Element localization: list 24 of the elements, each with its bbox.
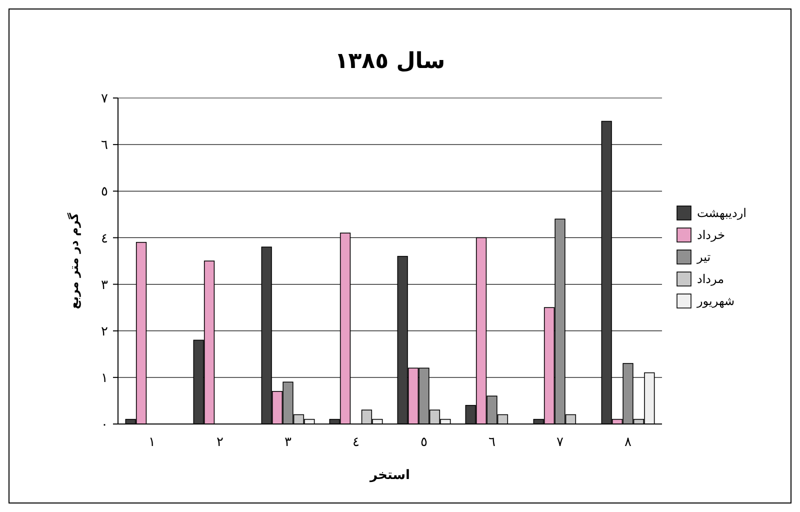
y-tick-label: ٧	[101, 92, 108, 107]
x-tick-label: ٥	[420, 435, 428, 450]
x-tick-label: ٣	[284, 435, 292, 450]
y-tick-label: ٢	[101, 324, 108, 340]
y-tick-label: ٥	[101, 184, 108, 200]
y-axis-title: گرم در متر مربع	[67, 212, 81, 310]
chart-title: سال ١٣٨٥	[334, 49, 446, 74]
x-tick-label: ١	[148, 435, 156, 450]
x-tick-label: ٨	[624, 435, 632, 450]
x-tick-label: ٤	[352, 435, 360, 450]
x-tick-label: ٦	[488, 435, 496, 450]
y-tick-label: ٣	[101, 278, 108, 293]
legend-label: تیر	[696, 250, 711, 264]
y-tick-label: ٤	[101, 231, 108, 246]
y-tick-label: ٦	[101, 138, 108, 154]
x-tick-label: ٢	[216, 435, 224, 450]
x-tick-label: ٧	[556, 435, 564, 450]
legend-label: مرداد	[697, 272, 724, 286]
y-tick-label: ١	[101, 370, 108, 386]
x-axis-title: استخر	[368, 468, 410, 483]
legend-label: خرداد	[697, 228, 726, 242]
legend-label: شهریور	[696, 294, 735, 308]
legend-label: اردیبهشت	[697, 206, 746, 220]
y-tick-label: ٠	[101, 418, 108, 433]
